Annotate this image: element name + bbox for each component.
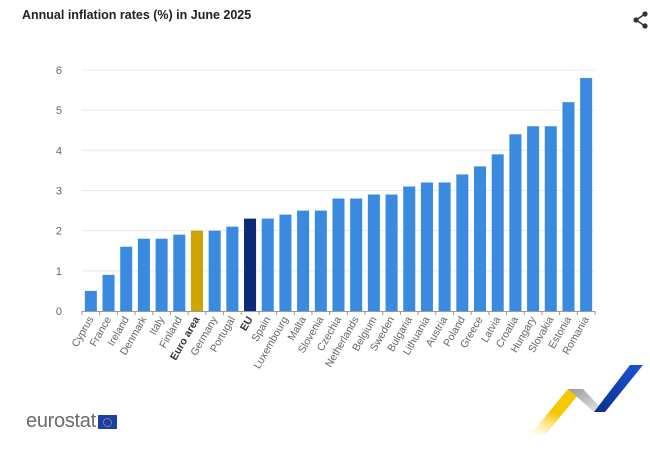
chart-title: Annual inflation rates (%) in June 2025 [22, 8, 252, 22]
bar [261, 218, 274, 311]
bar [173, 234, 186, 311]
bar [403, 186, 416, 311]
bar [226, 226, 239, 311]
y-tick-label: 2 [56, 226, 62, 238]
bar [120, 246, 133, 311]
bar [420, 182, 433, 311]
bar [155, 238, 168, 311]
bar [456, 174, 469, 311]
eurostat-logo: eurostat [26, 410, 117, 433]
y-tick-label: 0 [56, 306, 62, 318]
y-tick-label: 3 [56, 186, 62, 198]
bar [544, 126, 557, 311]
bar [438, 182, 451, 311]
bar [527, 126, 540, 311]
y-tick-label: 4 [56, 145, 62, 157]
bar [350, 198, 363, 311]
bar [314, 210, 327, 311]
logo-text: eurostat [26, 410, 96, 432]
bar [190, 230, 203, 311]
bar [279, 214, 292, 311]
bar [208, 230, 221, 311]
bar [332, 198, 345, 311]
share-icon[interactable] [632, 10, 648, 30]
eu-flag-icon [97, 414, 117, 429]
bar [562, 102, 575, 311]
y-tick-label: 5 [56, 105, 62, 117]
bar [102, 274, 115, 311]
bar [367, 194, 380, 311]
bar [385, 194, 398, 311]
y-tick-label: 6 [56, 65, 62, 77]
bar [244, 218, 257, 311]
y-tick-label: 1 [56, 266, 62, 278]
bar [509, 134, 522, 311]
bar [297, 210, 310, 311]
bar-chart: 0123456CyprusFranceIrelandDenmarkItalyFi… [56, 65, 596, 371]
bar [137, 238, 150, 311]
bar [474, 166, 487, 311]
eurostat-ribbon-graphic [530, 365, 643, 435]
bar [580, 78, 593, 312]
bar [491, 154, 504, 311]
bar [84, 290, 97, 311]
